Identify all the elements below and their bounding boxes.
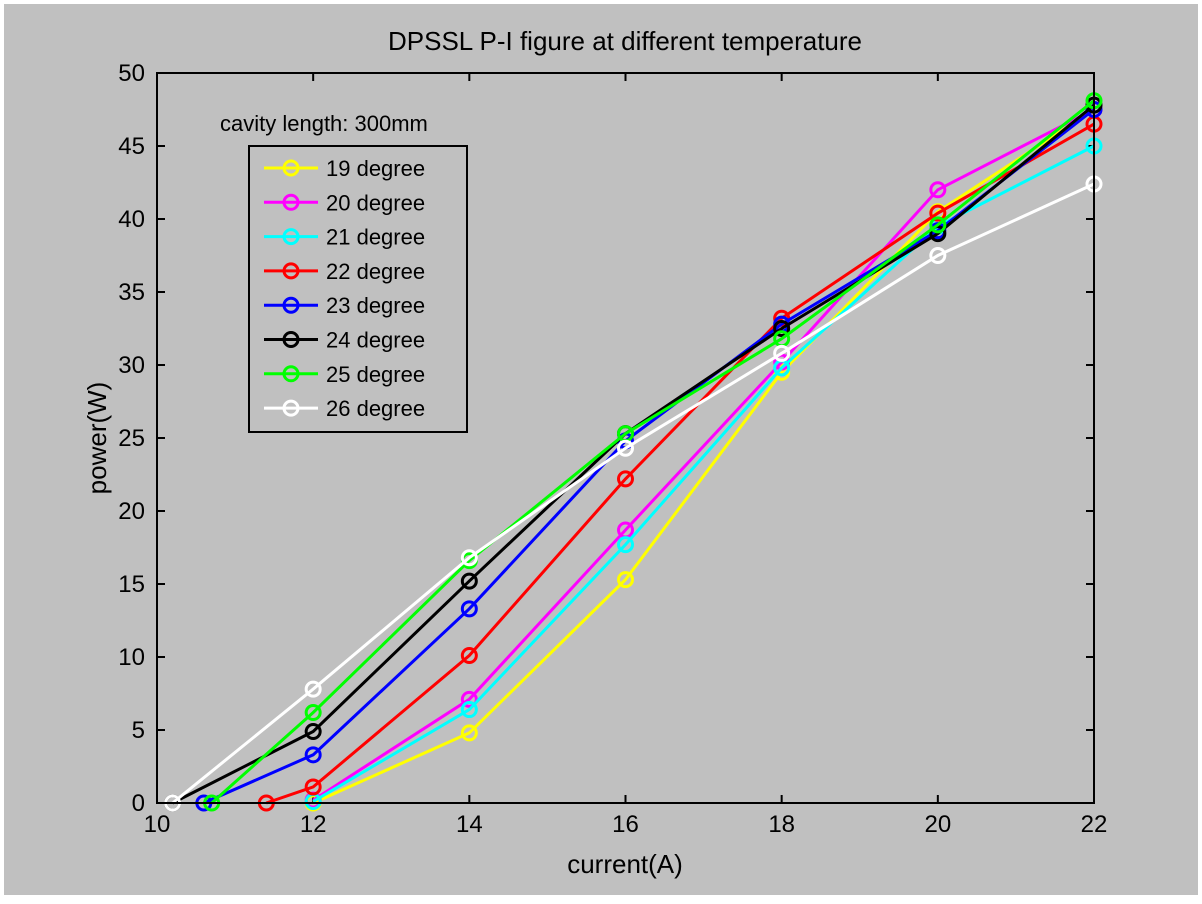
axes-frame [156,72,1095,804]
x-axis-label: current(A) [567,849,683,879]
legend-label: 21 degree [326,225,425,250]
data-point [460,701,478,719]
data-point [929,204,947,222]
chart-title: DPSSL P-I figure at different temperatur… [388,26,862,56]
data-point [617,470,634,488]
legend-entry: 23 degree [264,293,425,318]
cavity-length-annotation: cavity length: 300mm [220,111,428,136]
x-tick-label: 16 [612,811,639,838]
legend-entry: 21 degree [264,225,425,250]
data-point [929,181,947,199]
series-line [312,108,1095,802]
y-tick-label: 30 [118,352,145,379]
data-point [304,680,322,698]
data-point [460,690,478,708]
series-layer [164,92,1103,812]
data-point [617,536,634,554]
series-line [312,108,1095,805]
y-tick-label: 40 [118,206,145,233]
axis-ticks: 10 12 14 16 18 20 22 0 5 10 15 20 25 30 35 40 45 50 [118,60,1107,838]
legend-label: 23 degree [326,293,425,318]
x-tick-label: 18 [768,811,795,838]
legend-swatch-marker [282,399,300,417]
legend-swatch-marker [282,193,300,211]
legend-label: 19 degree [326,156,425,181]
legend-swatch-marker [282,262,300,280]
series-line [171,182,1095,805]
legend-label: 25 degree [326,362,425,387]
legend-entry: 20 degree [264,190,425,215]
data-point [460,724,478,742]
y-tick-label: 15 [118,571,145,598]
legend-label: 24 degree [326,328,425,353]
legend-items: 19 degree 20 degree 21 degree 22 degree 23 d… [264,156,425,421]
legend-label: 20 degree [326,190,425,215]
y-tick-label: 0 [132,790,145,817]
data-point [304,703,322,721]
data-point [304,746,322,764]
data-point [773,320,791,337]
legend-swatch-marker [282,296,300,314]
y-tick-label: 25 [118,425,145,452]
data-point [460,600,478,618]
data-point [304,722,322,740]
y-tick-label: 20 [118,498,145,525]
data-point [929,247,947,264]
legend-swatch-marker [282,365,300,383]
data-point [304,778,322,796]
legend-label: 26 degree [326,396,425,421]
y-axis-label: power(W) [82,382,112,495]
x-tick-label: 12 [300,811,327,838]
legend-entry: 19 degree [264,156,425,181]
series-22-degree [257,115,1103,812]
legend-swatch-marker [282,331,300,348]
x-tick-label: 22 [1081,811,1108,838]
legend-box [248,145,468,433]
y-tick-label: 10 [118,644,145,671]
legend: 19 degree 20 degree 21 degree 22 degree 23 d… [248,145,468,433]
data-point [460,647,478,665]
x-tick-label: 10 [144,811,171,838]
y-tick-label: 45 [118,133,145,160]
data-point [460,549,478,567]
y-tick-label: 50 [118,60,145,87]
data-point [929,216,947,234]
x-tick-label: 14 [456,811,483,838]
y-tick-label: 5 [132,717,145,744]
y-tick-label: 35 [118,279,145,306]
legend-label: 22 degree [326,259,425,284]
series-line [265,122,1095,805]
legend-swatch-marker [282,159,300,177]
legend-entry: 22 degree [264,259,425,284]
legend-entry: 25 degree [264,362,425,387]
x-tick-label: 20 [924,811,951,838]
series-line [210,99,1095,805]
legend-entry: 26 degree [264,396,425,421]
legend-swatch-marker [282,228,300,246]
data-point [617,439,634,457]
legend-entry: 24 degree [264,328,425,353]
data-point [460,572,478,590]
data-point [617,571,634,589]
data-point [773,344,791,362]
